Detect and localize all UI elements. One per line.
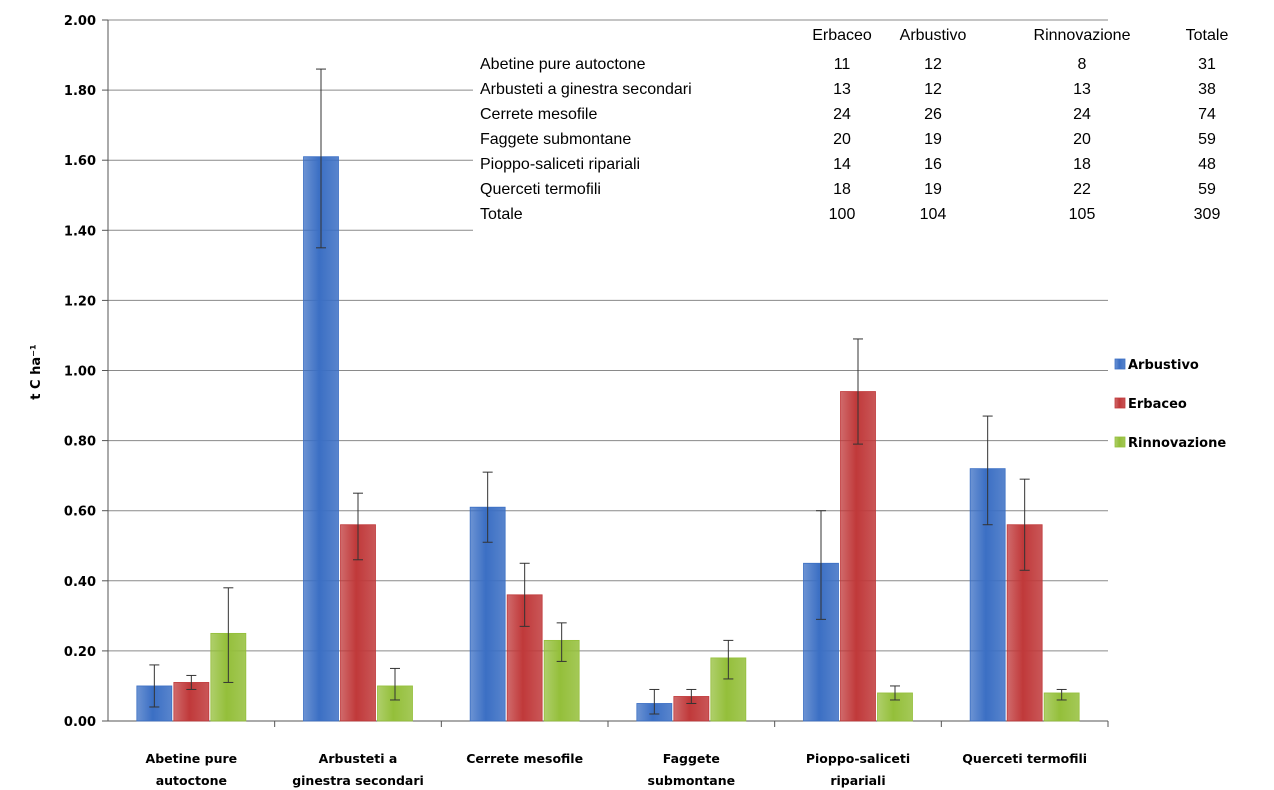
table-row-label: Cerrete mesofile <box>480 106 597 123</box>
table-cell: 19 <box>924 131 942 148</box>
table-cell: 24 <box>1073 106 1091 123</box>
table-cell: 13 <box>1073 81 1091 98</box>
table-row-label: Totale <box>480 206 523 223</box>
legend: Arbustivo Erbaceo Rinnovazione <box>1114 358 1226 451</box>
table-row-label: Arbusteti a ginestra secondari <box>480 81 692 98</box>
x-category-label: Querceti termofili <box>962 751 1087 766</box>
y-tick-label: 0.40 <box>64 575 96 590</box>
table-cell: 309 <box>1194 206 1221 223</box>
x-category-label: Cerrete mesofile <box>466 751 583 766</box>
y-tick-label: 1.20 <box>64 294 96 309</box>
y-tick-label: 1.40 <box>64 224 96 239</box>
table-header: Rinnovazione <box>1034 27 1131 44</box>
table-cell: 59 <box>1198 181 1216 198</box>
data-table: Erbaceo Arbustivo Rinnovazione Totale Abetin… <box>473 21 1241 233</box>
y-axis-label: t C ha⁻¹ <box>29 344 44 399</box>
table-cell: 100 <box>829 206 856 223</box>
x-category-label: Faggete <box>663 751 720 766</box>
error-bars <box>149 68 1067 715</box>
bar-arbustivo <box>469 506 506 722</box>
table-cell: 12 <box>924 81 942 98</box>
x-category-label: autoctone <box>156 773 227 788</box>
table-cell: 48 <box>1198 156 1216 173</box>
bar-erbaceo <box>840 391 876 722</box>
legend-label-arbustivo: Arbustivo <box>1128 358 1199 373</box>
legend-swatch-rinnovazione <box>1114 436 1126 448</box>
legend-label-erbaceo: Erbaceo <box>1128 397 1187 412</box>
table-cell: 11 <box>834 56 851 73</box>
table-cell: 74 <box>1198 106 1216 123</box>
x-category-labels: Abetine pure autoctone Arbusteti a ginestra… <box>146 751 1087 788</box>
table-row-label: Pioppo-saliceti ripariali <box>480 156 640 173</box>
legend-label-rinnovazione: Rinnovazione <box>1128 436 1226 451</box>
table-cell: 105 <box>1069 206 1096 223</box>
y-tick-label: 1.60 <box>64 154 96 169</box>
table-cell: 104 <box>920 206 947 223</box>
y-tick-label: 1.80 <box>64 84 96 99</box>
table-cell: 18 <box>1073 156 1091 173</box>
y-tick-label: 2.00 <box>64 14 96 29</box>
x-category-label: ginestra secondari <box>292 773 424 788</box>
y-tick-label: 0.80 <box>64 435 96 450</box>
y-tick-label: 1.00 <box>64 365 96 380</box>
table-cell: 20 <box>833 131 851 148</box>
table-cell: 59 <box>1198 131 1216 148</box>
table-background <box>473 21 1241 233</box>
x-category-label: Pioppo-saliceti <box>806 751 910 766</box>
legend-swatch-erbaceo <box>1114 397 1126 409</box>
table-cell: 13 <box>833 81 851 98</box>
table-header: Totale <box>1186 27 1229 44</box>
table-header: Arbustivo <box>900 27 967 44</box>
table-cell: 18 <box>833 181 851 198</box>
table-cell: 8 <box>1078 56 1087 73</box>
y-tick-label: 0.00 <box>64 715 96 730</box>
table-row-label: Faggete submontane <box>480 131 631 148</box>
table-cell: 26 <box>924 106 942 123</box>
table-cell: 22 <box>1073 181 1091 198</box>
table-header: Erbaceo <box>812 27 872 44</box>
table-cell: 24 <box>833 106 851 123</box>
table-cell: 16 <box>924 156 942 173</box>
bars <box>136 156 1080 722</box>
x-category-label: Abetine pure <box>146 751 238 766</box>
y-tick-labels: 0.00 0.20 0.40 0.60 0.80 1.00 1.20 1.40 1.60 1.80… <box>64 14 96 730</box>
table-cell: 19 <box>924 181 942 198</box>
x-category-label: Arbusteti a <box>319 751 398 766</box>
x-category-label: ripariali <box>830 773 885 788</box>
table-cell: 38 <box>1198 81 1216 98</box>
table-row-label: Abetine pure autoctone <box>480 56 646 73</box>
table-row-label: Querceti termofili <box>480 181 601 198</box>
legend-swatch-arbustivo <box>1114 358 1126 370</box>
y-tick-label: 0.20 <box>64 645 96 660</box>
axes <box>107 20 1109 727</box>
table-cell: 14 <box>833 156 851 173</box>
y-tick-label: 0.60 <box>64 505 96 520</box>
x-category-label: submontane <box>648 773 736 788</box>
table-cell: 20 <box>1073 131 1091 148</box>
table-cell: 12 <box>924 56 942 73</box>
table-cell: 31 <box>1198 56 1216 73</box>
